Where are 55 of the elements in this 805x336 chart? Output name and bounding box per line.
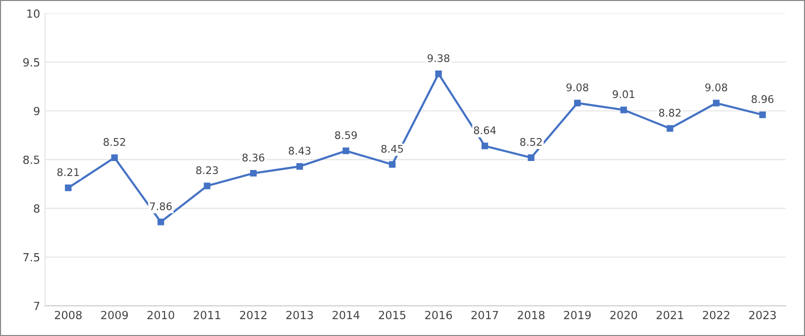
y-tick-label: 9 [34,106,40,116]
data-label: 8.43 [288,146,310,155]
x-tick-label: 2010 [147,310,174,320]
y-tick-label: 10 [27,9,40,18]
data-label: 9.01 [612,90,634,98]
y-tick-label: 8.5 [23,156,40,164]
x-tick-label: 2022 [702,310,730,320]
point [250,170,257,177]
point [204,182,210,190]
point [712,100,720,106]
data-label: 8.21 [57,168,79,176]
data-label: 8.52 [520,138,542,146]
point [435,70,442,78]
point [666,125,674,132]
x-tick-label: 2013 [286,310,313,320]
point [111,154,118,161]
data-label: 8.82 [659,108,681,117]
point [388,161,396,168]
y-tick-label: 8 [34,204,40,213]
x-tick-label: 2023 [749,310,776,320]
data-label: 8.59 [335,131,357,140]
data-label: 8.36 [242,154,264,162]
x-tick-label: 2011 [194,310,220,320]
x-tick-label: 2014 [332,310,360,320]
x-tick-label: 2008 [54,310,82,320]
x-tick-label: 2017 [471,310,498,320]
point [528,154,534,161]
data-label: 8.96 [752,95,774,104]
point [620,106,627,114]
x-tick-label: 2016 [425,310,452,320]
x-tick-label: 2020 [610,310,638,320]
data-label: 9.08 [566,83,588,92]
point [296,163,303,170]
point [574,100,581,106]
x-tick-label: 2021 [656,310,684,320]
point [158,218,164,226]
data-label: 8.23 [196,166,218,174]
x-tick-label: 2018 [518,310,544,320]
data-label: 8.52 [104,138,126,146]
point [342,148,350,154]
data-label: 7.86 [150,202,172,210]
data-label: 9.08 [705,83,728,92]
data-label: 9.38 [428,54,450,62]
y-tick-label: 7.5 [23,253,40,262]
x-tick-label: 2019 [564,310,591,320]
y-tick-label: 9.5 [23,58,40,67]
point [759,111,766,118]
data-label: 8.64 [474,126,496,134]
data-label: 8.45 [381,144,403,153]
x-tick-label: 2015 [378,310,406,320]
point [482,142,488,150]
x-tick-label: 2012 [240,310,266,320]
point [64,184,72,192]
x-tick-label: 2009 [101,310,128,320]
y-tick-label: 7 [34,302,40,310]
